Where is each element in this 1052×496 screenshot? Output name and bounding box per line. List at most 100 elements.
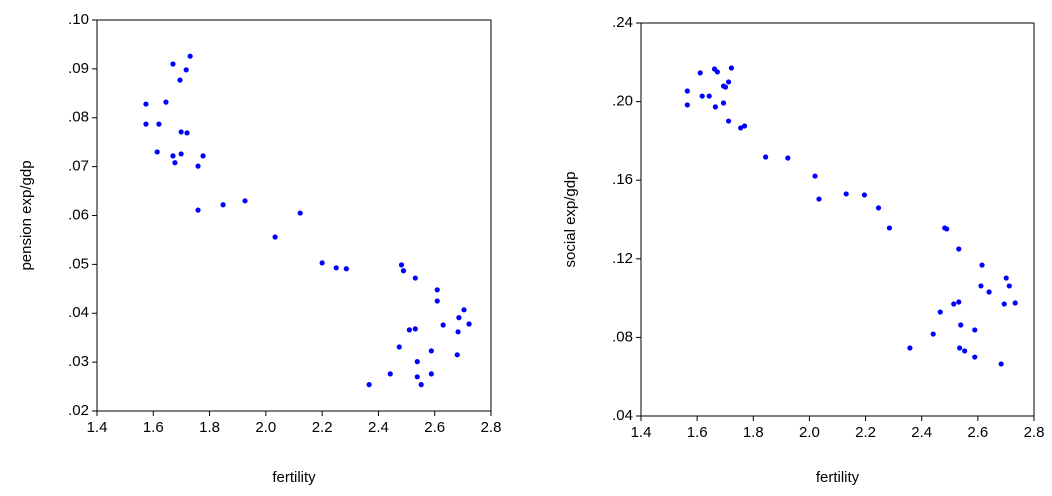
data-point <box>396 344 402 350</box>
data-point <box>937 309 943 315</box>
x-tick-label: 2.4 <box>368 419 389 436</box>
data-point <box>428 371 434 377</box>
data-point <box>958 322 964 328</box>
x-tick-label: 1.4 <box>87 419 108 436</box>
x-tick-label: 2.2 <box>312 419 333 436</box>
data-point <box>333 265 339 271</box>
y-tick-label: .08 <box>612 328 633 345</box>
y-tick-label: .05 <box>68 255 89 272</box>
y-tick-label: .03 <box>68 353 89 370</box>
data-point <box>428 348 434 354</box>
data-point <box>684 102 690 108</box>
y-tick-label: .04 <box>68 304 89 321</box>
data-point <box>187 53 193 59</box>
data-point <box>986 289 992 295</box>
plot-frame <box>640 22 1035 417</box>
data-point <box>200 153 206 159</box>
data-point <box>699 93 705 99</box>
data-point <box>944 226 950 232</box>
data-point <box>184 130 190 136</box>
data-point <box>178 151 184 157</box>
data-point <box>455 329 461 335</box>
data-point <box>143 101 149 107</box>
x-tick-label: 1.8 <box>743 424 764 441</box>
data-point <box>170 153 176 159</box>
data-point <box>461 307 467 313</box>
data-point <box>297 210 303 216</box>
data-point <box>418 382 424 388</box>
data-point <box>343 266 349 272</box>
data-point <box>195 207 201 213</box>
data-point <box>725 118 732 124</box>
data-point <box>1006 283 1012 289</box>
data-point <box>272 234 278 240</box>
data-point <box>454 352 460 358</box>
data-point <box>183 67 189 73</box>
data-point <box>725 79 732 85</box>
data-point <box>738 125 744 131</box>
y-tick-label: .08 <box>68 109 89 126</box>
x-tick-label: 1.6 <box>143 419 164 436</box>
data-point <box>366 382 372 388</box>
x-tick-label: 2.2 <box>855 424 876 441</box>
data-point <box>412 275 418 281</box>
x-tick-label: 2.4 <box>911 424 932 441</box>
data-point <box>816 196 822 202</box>
data-point <box>706 93 712 99</box>
x-tick-label: 1.4 <box>631 424 652 441</box>
y-tick-label: .16 <box>612 171 633 188</box>
data-point <box>886 225 893 231</box>
data-point <box>387 371 393 377</box>
y-tick-label: .02 <box>68 402 89 419</box>
data-point <box>712 104 718 110</box>
data-point <box>728 65 734 71</box>
data-point <box>434 298 440 304</box>
data-point <box>178 129 184 135</box>
y-tick-label: .12 <box>612 250 633 267</box>
y-tick-label: .09 <box>68 60 89 77</box>
data-point <box>861 192 868 198</box>
y-tick-label: .20 <box>612 93 633 110</box>
data-point <box>956 246 962 252</box>
data-point <box>843 191 849 197</box>
y-axis-label: pension exp/gdp <box>18 160 35 270</box>
data-point <box>154 149 160 155</box>
data-point <box>998 361 1004 367</box>
data-point <box>720 100 727 106</box>
y-tick-label: .07 <box>68 158 89 175</box>
y-axis-label: social exp/gdp <box>562 172 579 268</box>
data-point <box>962 348 968 354</box>
data-point <box>722 84 729 90</box>
y-tick-label: .04 <box>612 407 633 424</box>
data-point <box>170 61 176 67</box>
data-point <box>972 327 978 333</box>
x-tick-label: 2.0 <box>255 419 276 436</box>
data-point <box>697 70 703 76</box>
data-point <box>979 262 985 268</box>
data-point <box>1003 275 1009 281</box>
data-point <box>956 299 962 305</box>
data-point <box>972 354 978 360</box>
data-point <box>714 69 720 75</box>
data-point <box>398 262 405 268</box>
x-tick-label: 2.8 <box>481 419 502 436</box>
data-point <box>414 359 420 365</box>
x-tick-label: 2.6 <box>967 424 988 441</box>
data-point <box>440 322 446 328</box>
data-point <box>930 331 936 337</box>
data-point <box>785 155 791 161</box>
data-point <box>143 121 149 127</box>
data-point <box>978 283 984 289</box>
data-point <box>177 77 183 83</box>
data-point <box>319 260 325 266</box>
data-point <box>242 198 248 204</box>
x-tick-label: 2.8 <box>1024 424 1045 441</box>
data-point <box>414 374 420 380</box>
data-point <box>812 173 818 179</box>
x-axis-label: fertility <box>272 469 316 486</box>
data-point <box>957 345 963 351</box>
data-point <box>1001 301 1007 307</box>
data-point <box>220 202 226 208</box>
data-point <box>434 287 440 293</box>
